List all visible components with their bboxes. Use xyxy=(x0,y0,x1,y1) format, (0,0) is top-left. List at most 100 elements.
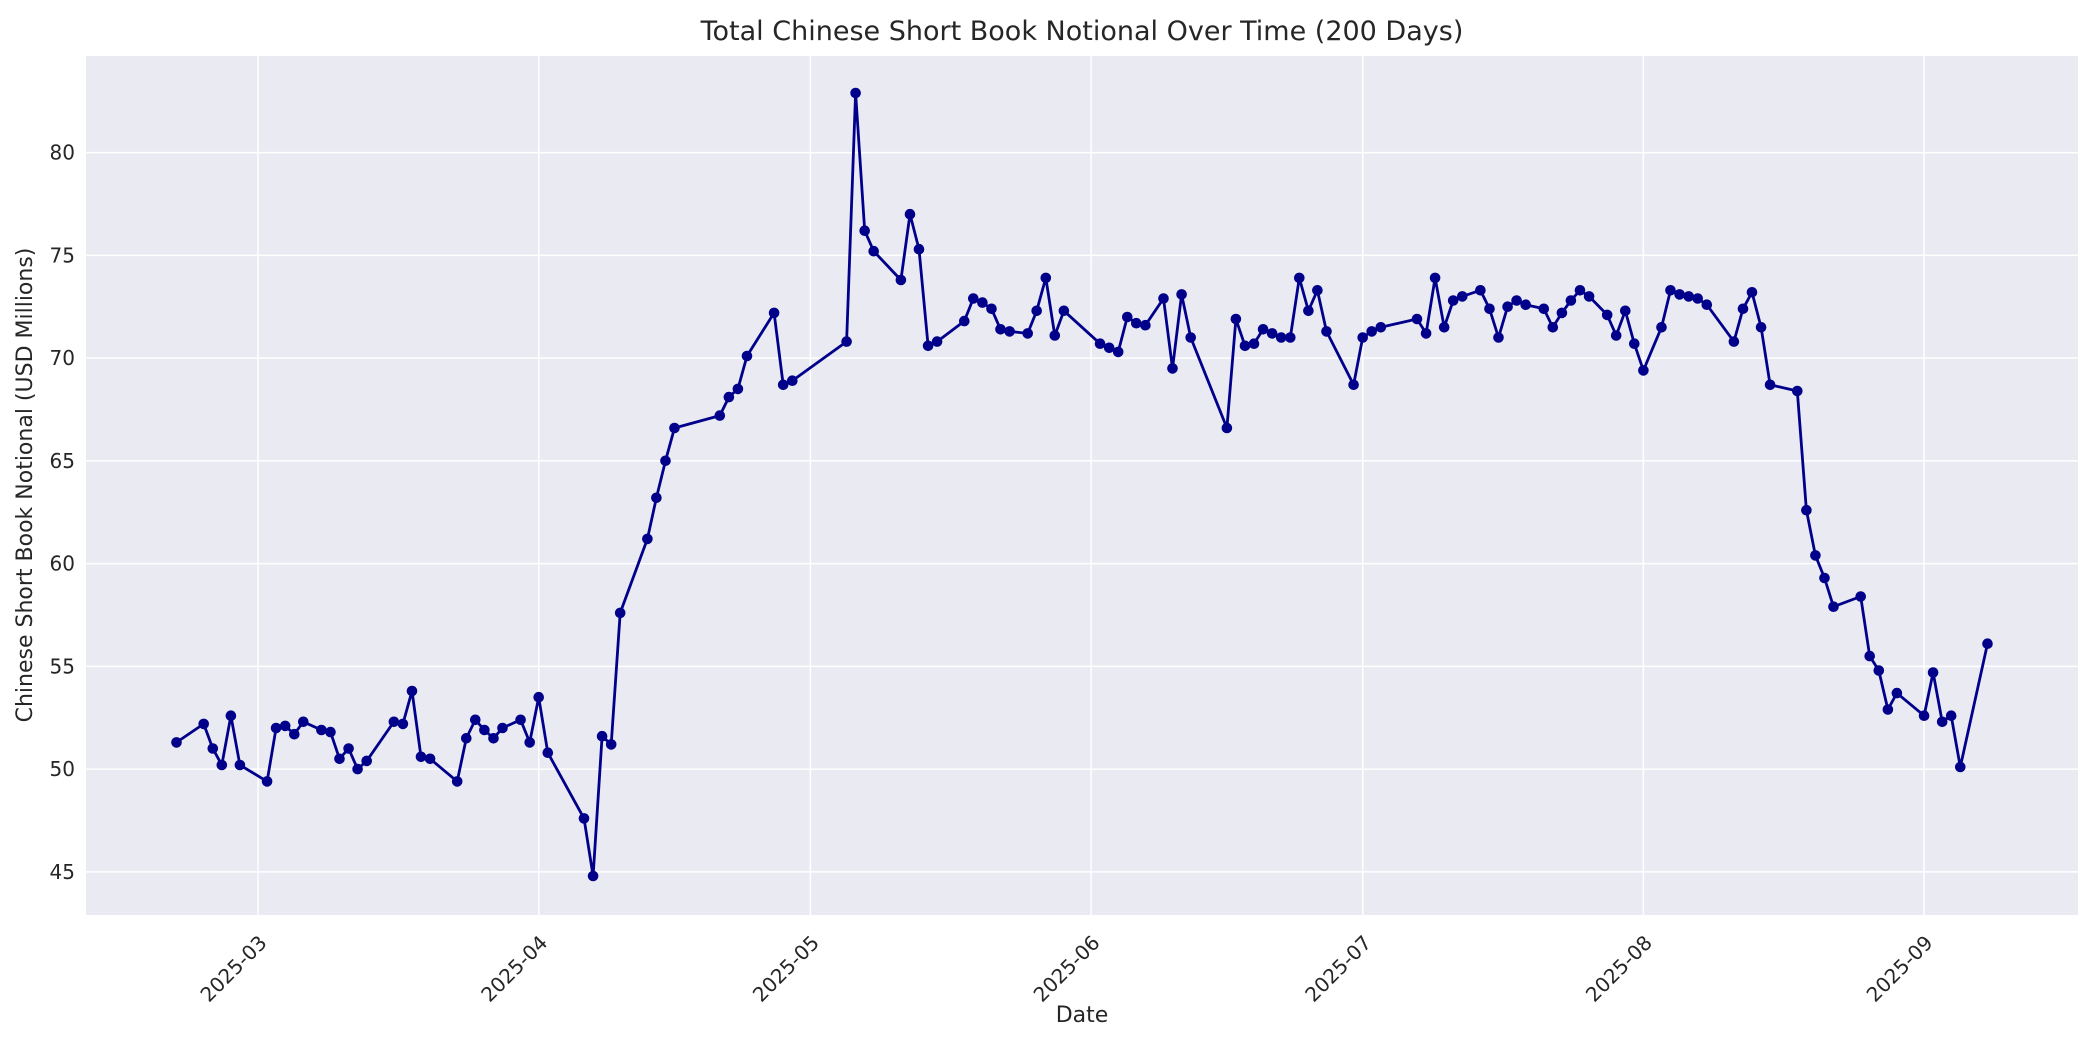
data-point-marker xyxy=(986,303,997,315)
data-point-marker xyxy=(1348,379,1359,391)
data-point-marker xyxy=(1927,667,1939,678)
data-point-marker xyxy=(850,87,861,99)
data-point-marker xyxy=(787,375,798,387)
data-point-marker xyxy=(1502,301,1513,313)
data-point-marker xyxy=(1828,601,1839,612)
data-point-marker xyxy=(1357,332,1368,343)
data-point-marker xyxy=(1945,710,1957,721)
series-line xyxy=(171,87,1993,882)
x-tick-label-2025-05: 2025-05 xyxy=(748,931,824,1007)
data-point-marker xyxy=(1176,289,1187,300)
data-point-marker xyxy=(1230,313,1242,325)
data-point-marker xyxy=(1601,309,1613,321)
data-point-marker xyxy=(479,724,490,736)
data-point-marker xyxy=(1185,332,1196,343)
data-point-marker xyxy=(1438,322,1450,333)
data-point-marker xyxy=(1583,291,1595,302)
data-point-marker xyxy=(1375,322,1387,333)
data-point-marker xyxy=(1285,332,1296,343)
data-point-marker xyxy=(1547,322,1559,333)
data-point-marker xyxy=(959,315,970,327)
data-point-marker xyxy=(343,743,354,754)
data-point-marker xyxy=(270,722,282,734)
data-point-marker xyxy=(913,243,925,255)
data-point-marker xyxy=(1122,311,1133,323)
data-point-marker xyxy=(931,336,943,347)
data-point-marker xyxy=(768,307,780,319)
data-point-marker xyxy=(968,293,979,304)
data-point-marker xyxy=(1221,422,1233,434)
data-point-marker xyxy=(198,718,209,730)
data-point-marker xyxy=(1810,550,1821,561)
data-point-marker xyxy=(1891,687,1903,699)
data-point-marker xyxy=(488,733,499,744)
data-point-marker xyxy=(1982,638,1993,649)
data-point-marker xyxy=(415,751,427,763)
x-tick-label-2025-08: 2025-08 xyxy=(1581,931,1657,1007)
data-point-marker xyxy=(352,763,363,775)
data-point-marker xyxy=(1565,295,1577,306)
data-point-marker xyxy=(1801,504,1812,516)
data-point-marker xyxy=(723,391,735,403)
data-point-marker xyxy=(1447,295,1459,306)
data-point-marker xyxy=(904,208,916,220)
data-point-marker xyxy=(1701,299,1713,311)
data-point-marker xyxy=(1574,285,1586,296)
data-point-marker xyxy=(234,759,246,771)
data-point-marker xyxy=(1266,328,1278,339)
data-point-marker xyxy=(741,350,753,362)
data-point-marker xyxy=(642,533,653,545)
y-tick-label-55: 55 xyxy=(50,654,75,678)
data-point-marker xyxy=(669,422,680,434)
gridlines xyxy=(86,56,2078,915)
data-point-marker xyxy=(1275,332,1287,343)
data-point-marker xyxy=(261,776,273,787)
data-point-marker xyxy=(470,714,481,726)
y-tick-label-50: 50 xyxy=(50,757,75,781)
y-tick-label-80: 80 xyxy=(50,141,75,165)
y-tick-label-60: 60 xyxy=(50,552,75,576)
data-point-marker xyxy=(1167,363,1178,374)
data-point-marker xyxy=(424,753,436,765)
data-point-marker xyxy=(1031,305,1042,317)
data-point-marker xyxy=(542,747,554,758)
data-point-marker xyxy=(325,726,336,738)
data-point-marker xyxy=(225,710,237,721)
data-point-marker xyxy=(1484,303,1495,315)
data-point-marker xyxy=(497,722,508,734)
data-point-marker xyxy=(922,340,934,352)
data-point-marker xyxy=(1728,336,1740,347)
data-point-marker xyxy=(777,379,789,391)
data-point-marker xyxy=(1692,293,1703,304)
x-axis-tick-labels: 2025-03 2025-04 2025-05 2025-06 2025-07 2025-… xyxy=(196,931,1938,1007)
data-point-marker xyxy=(995,324,1006,335)
y-tick-label-65: 65 xyxy=(50,449,75,473)
data-point-marker xyxy=(714,410,726,421)
x-tick-label-2025-09: 2025-09 xyxy=(1862,931,1938,1007)
data-point-marker xyxy=(1429,272,1441,284)
data-point-marker xyxy=(1004,326,1015,337)
data-point-marker xyxy=(868,245,879,257)
data-point-marker xyxy=(1936,716,1948,728)
x-tick-label-2025-04: 2025-04 xyxy=(476,931,552,1007)
data-point-marker xyxy=(732,383,744,395)
data-point-marker xyxy=(859,225,870,236)
data-point-marker xyxy=(216,759,228,771)
y-axis-label: Chinese Short Book Notional (USD Million… xyxy=(13,248,38,723)
data-point-marker xyxy=(841,336,852,347)
plot-area xyxy=(86,56,2078,915)
data-point-marker xyxy=(1158,293,1169,304)
data-point-marker xyxy=(1420,328,1432,339)
data-point-marker xyxy=(1755,322,1767,333)
x-axis-label: Date xyxy=(1056,1003,1109,1028)
data-point-marker xyxy=(1556,307,1568,319)
data-point-marker xyxy=(1665,285,1676,296)
data-point-marker xyxy=(578,813,590,824)
data-point-marker xyxy=(316,724,327,736)
data-point-marker xyxy=(207,743,219,754)
data-point-marker xyxy=(1737,303,1749,315)
data-point-marker xyxy=(1819,572,1830,584)
data-point-marker xyxy=(1321,326,1332,337)
data-point-marker xyxy=(1094,338,1106,350)
